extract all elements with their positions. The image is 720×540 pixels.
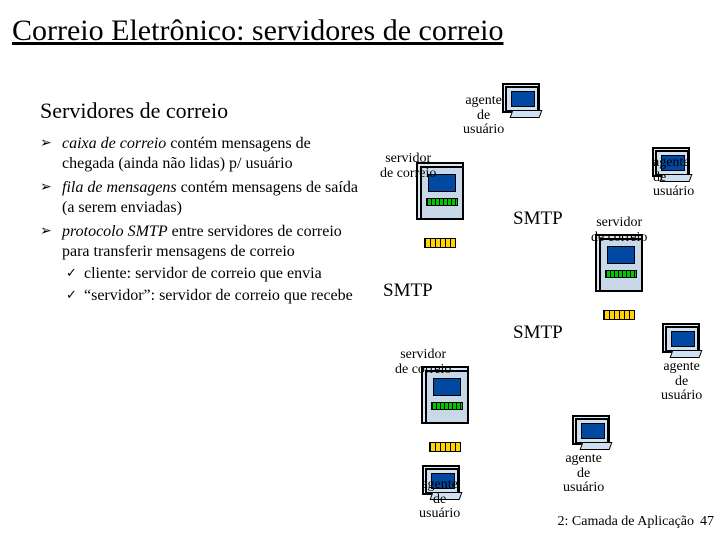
sub-bullet-item: “servidor”: servidor de correio que rece… <box>62 286 365 306</box>
agent-label: agentedeusuário <box>661 360 702 404</box>
agent-label: agentedeusuário <box>653 156 694 200</box>
agent-label: agentedeusuário <box>563 452 604 496</box>
diagram-area: agentedeusuário servidorde correio agent… <box>365 80 705 520</box>
subheading: Servidores de correio <box>40 98 365 124</box>
user-agent-icon <box>665 326 705 360</box>
agent-label: agentedeusuário <box>419 478 460 522</box>
server-label: servidorde correio <box>395 348 451 377</box>
smtp-label: SMTP <box>513 322 563 344</box>
smtp-label: SMTP <box>513 208 563 230</box>
agent-label: agentedeusuário <box>463 94 504 138</box>
footer-chapter: 2: Camada de Aplicação <box>558 514 694 530</box>
mail-server-icon <box>425 370 469 438</box>
smtp-label: SMTP <box>383 280 433 302</box>
sub-bullet-item: cliente: servidor de correio que envia <box>62 264 365 284</box>
user-agent-icon <box>505 86 545 120</box>
server-label: servidorde correio <box>380 152 436 181</box>
user-agent-icon <box>575 418 615 452</box>
bullet-item: fila de mensagens contém mensagens de sa… <box>40 178 365 218</box>
bullet-item: protocolo SMTP entre servidores de corre… <box>40 222 365 306</box>
slide-title: Correio Eletrônico: servidores de correi… <box>0 0 720 48</box>
bullet-list: caixa de correio contém mensagens de che… <box>40 134 365 306</box>
server-label: servidorde correio <box>591 216 647 245</box>
mail-server-icon <box>599 238 643 306</box>
bullet-item: caixa de correio contém mensagens de che… <box>40 134 365 174</box>
text-column: Servidores de correio caixa de correio c… <box>40 98 365 310</box>
page-number: 47 <box>700 514 714 530</box>
